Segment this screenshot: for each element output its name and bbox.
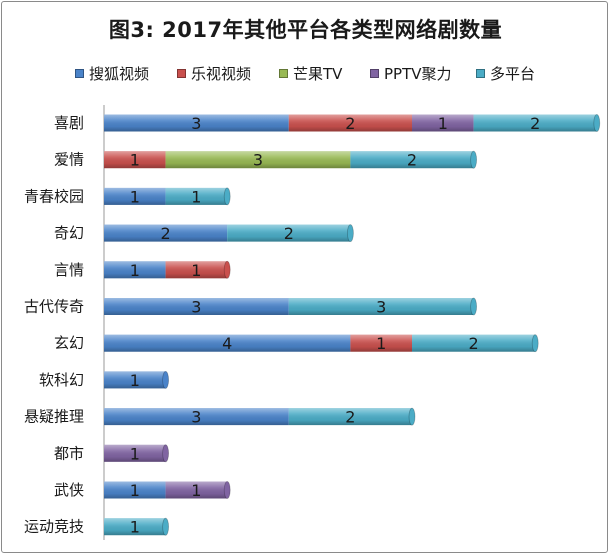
category-label: 都市 xyxy=(54,444,84,462)
bar-segment-shade xyxy=(165,481,228,499)
bar-segment-shade xyxy=(288,298,474,315)
bar-data-label: 1 xyxy=(130,261,140,280)
bar-segment-shade xyxy=(165,261,228,279)
bar-data-label: 4 xyxy=(222,334,232,353)
bar-end-cap xyxy=(223,481,231,499)
bar-segment-shade xyxy=(104,187,166,205)
legend-swatch-pptv xyxy=(370,68,379,78)
legend-label-letv: 乐视视频 xyxy=(191,64,252,83)
category-label: 古代传奇 xyxy=(24,298,84,316)
bar-data-label: 1 xyxy=(130,151,140,170)
bar-end-cap xyxy=(346,224,354,243)
legend-label-multi: 多平台 xyxy=(490,64,536,83)
bar-segment-shade xyxy=(104,114,289,132)
category-label: 玄幻 xyxy=(54,334,84,352)
legend-label-pptv: PPTV聚力 xyxy=(384,64,452,83)
legend-swatch-mango xyxy=(279,68,288,78)
bar-data-label: 1 xyxy=(376,334,386,353)
bar-data-label: 1 xyxy=(438,114,448,133)
bar-data-label: 3 xyxy=(253,151,263,170)
bar-series-group: 3 2 1 2 1 3 2 1 1 2 2 1 1 3 3 4 1 2 1 3 2 1 1 1 1 xyxy=(104,114,601,537)
category-label: 软科幻 xyxy=(39,371,84,389)
legend-swatch-multi xyxy=(476,68,485,78)
bar-end-cap xyxy=(470,150,478,169)
bar-end-cap xyxy=(162,517,170,536)
bar-segment-shade xyxy=(104,298,289,315)
legend-item-multi: 多平台 xyxy=(476,62,535,84)
chart-title: 图3: 2017年其他平台各类型网络剧数量 xyxy=(108,18,503,42)
bar-segment-shade xyxy=(350,151,474,169)
bar-segment-shade xyxy=(350,334,412,352)
bar-segment-shade xyxy=(104,444,166,462)
bar-segment-shade xyxy=(104,408,289,426)
category-label: 奇幻 xyxy=(54,224,84,242)
bar-end-cap xyxy=(162,370,170,389)
category-label: 言情 xyxy=(54,261,84,279)
legend-item-letv: 乐视视频 xyxy=(177,62,251,84)
legend-swatch-sohu xyxy=(75,68,84,78)
bar-data-label: 1 xyxy=(130,481,140,500)
legend-item-mango: 芒果TV xyxy=(279,62,342,84)
legend-item-sohu: 搜狐视频 xyxy=(75,62,149,84)
legend-swatch-letv xyxy=(177,68,186,78)
bar-end-cap xyxy=(531,334,539,353)
bar-segment-shade xyxy=(288,114,412,132)
bar-segment-shade xyxy=(104,481,166,499)
bar-segment-shade xyxy=(473,114,597,132)
bar-data-label: 2 xyxy=(345,408,355,427)
category-label: 爱情 xyxy=(54,151,84,169)
bar-data-label: 2 xyxy=(407,151,417,170)
bar-segment-shade xyxy=(104,151,166,169)
bar-segment-shade xyxy=(104,261,166,279)
category-label: 悬疑推理 xyxy=(24,408,84,426)
legend-item-pptv: PPTV聚力 xyxy=(370,62,452,84)
bar-data-label: 1 xyxy=(191,481,201,500)
bar-segment-shade xyxy=(227,224,351,242)
bar-data-label: 2 xyxy=(469,334,479,353)
bar-data-label: 2 xyxy=(345,114,355,133)
category-label: 喜剧 xyxy=(54,114,84,132)
bar-data-label: 2 xyxy=(161,224,171,243)
bar-data-label: 1 xyxy=(130,187,140,206)
bar-segment-shade xyxy=(104,371,166,389)
bar-data-label: 1 xyxy=(191,187,201,206)
category-label: 武侠 xyxy=(54,481,84,499)
category-label: 青春校园 xyxy=(24,187,84,205)
bar-data-label: 1 xyxy=(130,371,140,390)
bar-end-cap xyxy=(470,297,478,316)
category-label: 运动竞技 xyxy=(24,518,84,536)
bar-end-cap xyxy=(223,260,231,279)
bar-segment-shade xyxy=(412,114,474,132)
bar-segment-shade xyxy=(288,408,412,426)
bar-data-label: 3 xyxy=(191,114,201,133)
bar-data-label: 1 xyxy=(130,518,140,537)
bar-data-label: 2 xyxy=(284,224,294,243)
bar-end-cap xyxy=(162,444,170,463)
bar-data-label: 3 xyxy=(191,408,201,427)
bar-segment-shade xyxy=(165,151,351,169)
bar-data-label: 2 xyxy=(530,114,540,133)
bar-segment-shade xyxy=(104,518,166,536)
bar-segment-shade xyxy=(412,334,536,352)
bar-segment-shade xyxy=(165,187,228,205)
bar-end-cap xyxy=(223,187,231,206)
bar-segment-shade xyxy=(104,334,351,352)
bar-data-label: 1 xyxy=(191,261,201,280)
bar-data-label: 3 xyxy=(376,298,386,317)
bar-end-cap xyxy=(408,407,416,426)
bar-end-cap xyxy=(593,114,601,132)
legend-label-mango: 芒果TV xyxy=(293,64,343,83)
bar-data-label: 3 xyxy=(191,298,201,317)
legend-label-sohu: 搜狐视频 xyxy=(89,64,150,83)
bar-segment-shade xyxy=(104,224,228,242)
bar-data-label: 1 xyxy=(130,444,140,463)
chart-legend: 搜狐视频 乐视视频 芒果TV PPTV聚力 多平台 xyxy=(0,62,611,84)
